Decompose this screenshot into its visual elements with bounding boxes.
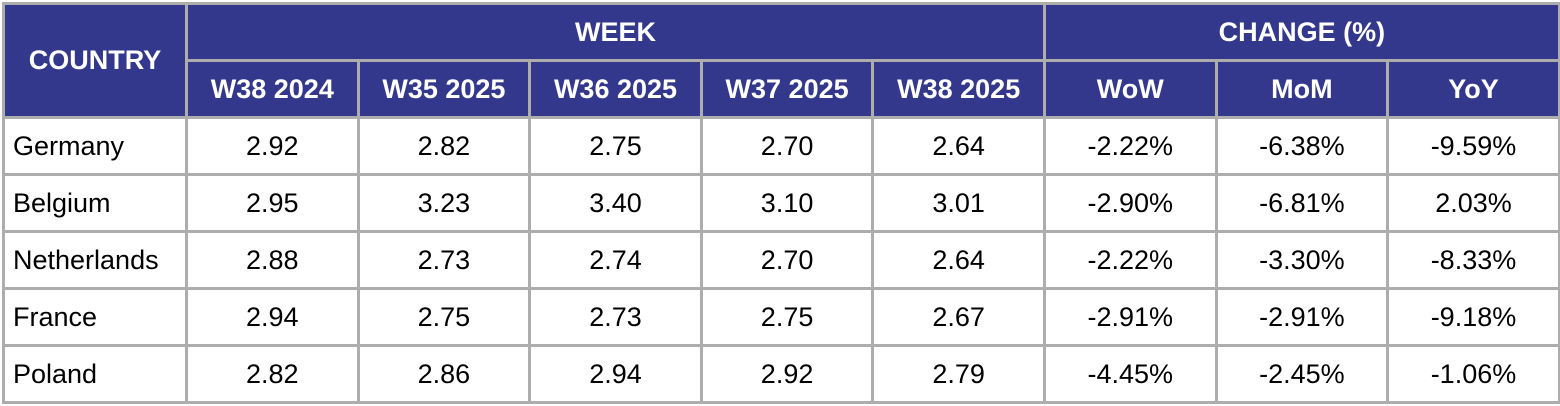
value-cell: 2.64	[871, 116, 1046, 176]
value-cell: 2.75	[356, 287, 532, 347]
value-cell: 2.70	[699, 230, 875, 290]
value-cell: 2.64	[871, 230, 1046, 290]
value-cell: 2.92	[185, 116, 360, 176]
value-cell: 2.74	[528, 230, 703, 290]
value-cell: 2.94	[185, 287, 360, 347]
header-columns-row: W38 2024 W35 2025 W36 2025 W37 2025 W38 …	[4, 59, 1560, 119]
table-row-netherlands: Netherlands 2.88 2.73 2.74 2.70 2.64 -2.…	[2, 230, 1560, 290]
country-cell: Belgium	[2, 173, 188, 233]
change-cell: -6.38%	[1214, 116, 1390, 176]
week-column-header-w37-2025: W37 2025	[699, 59, 875, 119]
value-cell: 2.95	[185, 173, 360, 233]
country-cell: Netherlands	[2, 230, 188, 290]
change-cell: -1.06%	[1386, 344, 1560, 404]
table-row-france: France 2.94 2.75 2.73 2.75 2.67 -2.91% -…	[2, 287, 1560, 347]
change-cell: -2.91%	[1042, 287, 1218, 347]
value-cell: 3.40	[528, 173, 703, 233]
table-row-germany: Germany 2.92 2.82 2.75 2.70 2.64 -2.22% …	[2, 116, 1560, 176]
change-cell: -9.18%	[1386, 287, 1560, 347]
change-cell: -2.22%	[1042, 230, 1218, 290]
value-cell: 2.88	[185, 230, 360, 290]
table-header: COUNTRY WEEK CHANGE (%) W38 2024 W35 202…	[2, 2, 1560, 119]
table-body: Germany 2.92 2.82 2.75 2.70 2.64 -2.22% …	[2, 116, 1560, 404]
country-cell: Poland	[2, 344, 188, 404]
change-cell: -6.81%	[1214, 173, 1390, 233]
week-column-header-w38-2025: W38 2025	[871, 59, 1046, 119]
value-cell: 2.70	[699, 116, 875, 176]
value-cell: 2.73	[356, 230, 532, 290]
value-cell: 2.75	[528, 116, 703, 176]
week-column-header-w38-2024: W38 2024	[185, 59, 360, 119]
value-cell: 2.82	[356, 116, 532, 176]
value-cell: 2.75	[699, 287, 875, 347]
value-cell: 2.92	[699, 344, 875, 404]
change-cell: -2.90%	[1042, 173, 1218, 233]
change-cell: 2.03%	[1386, 173, 1560, 233]
value-cell: 3.23	[356, 173, 532, 233]
change-column-header-yoy: YoY	[1386, 59, 1560, 119]
change-cell: -2.22%	[1042, 116, 1218, 176]
change-cell: -9.59%	[1386, 116, 1560, 176]
value-cell: 2.79	[871, 344, 1046, 404]
value-cell: 2.67	[871, 287, 1046, 347]
week-column-header-w35-2025: W35 2025	[356, 59, 532, 119]
value-cell: 2.94	[528, 344, 703, 404]
country-column-header: COUNTRY	[2, 2, 188, 119]
change-column-header-mom: MoM	[1214, 59, 1390, 119]
change-cell: -4.45%	[1042, 344, 1218, 404]
country-cell: France	[2, 287, 188, 347]
table-row-belgium: Belgium 2.95 3.23 3.40 3.10 3.01 -2.90% …	[2, 173, 1560, 233]
value-cell: 2.86	[356, 344, 532, 404]
value-cell: 3.10	[699, 173, 875, 233]
value-cell: 3.01	[871, 173, 1046, 233]
change-cell: -8.33%	[1386, 230, 1560, 290]
value-cell: 2.73	[528, 287, 703, 347]
week-group-header: WEEK	[185, 2, 1046, 62]
change-column-header-wow: WoW	[1042, 59, 1218, 119]
country-cell: Germany	[2, 116, 188, 176]
value-cell: 2.82	[185, 344, 360, 404]
week-column-header-w36-2025: W36 2025	[528, 59, 703, 119]
change-group-header: CHANGE (%)	[1042, 2, 1560, 62]
header-group-row: COUNTRY WEEK CHANGE (%)	[2, 2, 1560, 119]
change-cell: -3.30%	[1214, 230, 1390, 290]
table-row-poland: Poland 2.82 2.86 2.94 2.92 2.79 -4.45% -…	[2, 344, 1560, 404]
change-cell: -2.91%	[1214, 287, 1390, 347]
change-cell: -2.45%	[1214, 344, 1390, 404]
